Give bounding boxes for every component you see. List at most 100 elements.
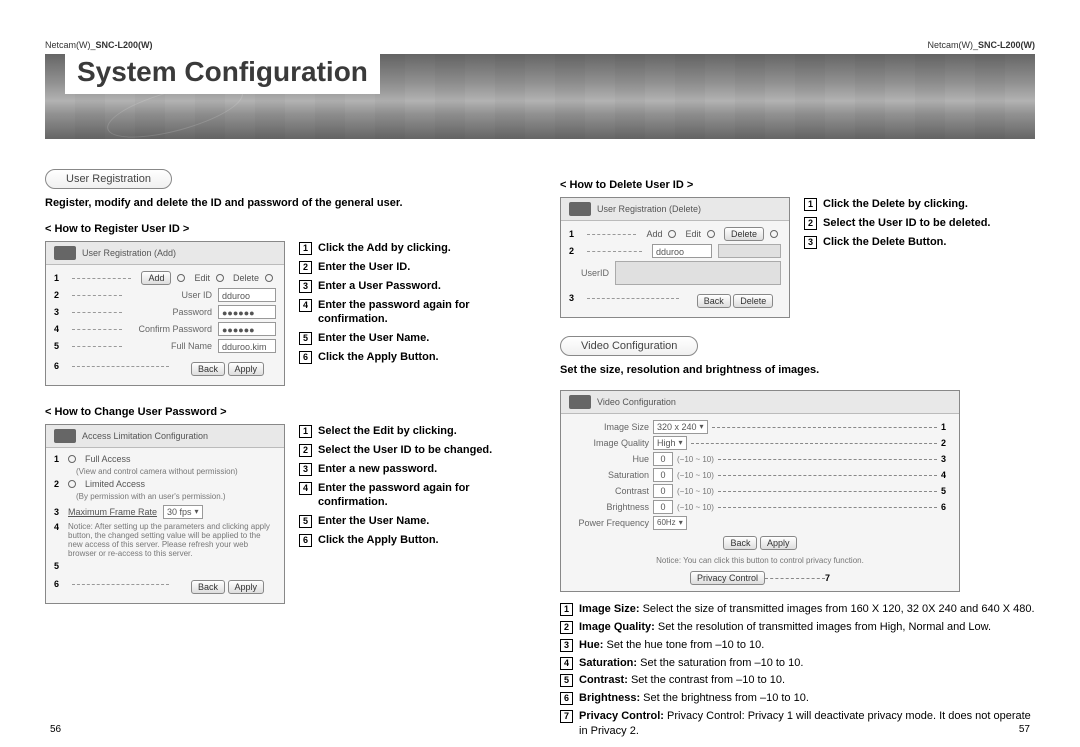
panel-title: Video Configuration	[597, 397, 676, 407]
running-header: Netcam(W)_SNC-L200(W) Netcam(W)_SNC-L200…	[45, 40, 1035, 50]
desc-number-icon: 1	[560, 603, 573, 616]
device-prefix-r: Netcam(W)_	[927, 40, 978, 50]
hint-hue: (−10 ~ 10)	[677, 455, 714, 464]
label-brightness: Brightness	[569, 502, 649, 512]
tab-add[interactable]: Add	[141, 271, 171, 285]
desc-item: 7Privacy Control: Privacy Control: Priva…	[560, 709, 1035, 739]
tab-delete[interactable]: Delete	[724, 227, 764, 241]
select-image-size[interactable]: 320 x 240	[653, 420, 708, 434]
desc-text: Image Quality: Set the resolution of tra…	[579, 620, 991, 635]
label-fullname: Full Name	[132, 341, 212, 351]
select-power-freq[interactable]: 60Hz	[653, 516, 687, 530]
step-item: 3 Enter a new password.	[299, 462, 520, 477]
privacy-control-button[interactable]: Privacy Control	[690, 571, 765, 585]
input-password[interactable]: ●●●●●●	[218, 305, 276, 319]
desc-lead: Image Quality:	[579, 621, 655, 633]
userid-area	[615, 261, 781, 285]
selected-userid[interactable]: dduroo	[652, 244, 712, 258]
desc-text: Saturation: Set the saturation from –10 …	[579, 656, 803, 671]
step-number-icon: 3	[804, 236, 817, 249]
heading-change-pw: < How to Change User Password >	[45, 406, 520, 418]
step-item: 3 Enter a User Password.	[299, 279, 520, 294]
step-text: Enter a User Password.	[318, 279, 441, 294]
opt-limited[interactable]: Limited Access	[85, 479, 145, 489]
select-image-quality[interactable]: High	[653, 436, 687, 450]
heading-register: < How to Register User ID >	[45, 223, 520, 235]
panel-access-limitation: Access Limitation Configuration 1Full Ac…	[45, 424, 285, 604]
tab-edit[interactable]: Edit	[685, 229, 701, 239]
step-text: Select the Edit by clicking.	[318, 424, 457, 439]
section-video-config: Video Configuration	[560, 336, 698, 356]
tab-edit[interactable]: Edit	[194, 273, 210, 283]
input-contrast[interactable]: 0	[653, 484, 673, 498]
back-button[interactable]: Back	[723, 536, 757, 550]
step-item: 4Enter the password again for confirmati…	[299, 481, 520, 511]
delete-button[interactable]: Delete	[733, 294, 773, 308]
apply-button[interactable]: Apply	[760, 536, 797, 550]
step-number-icon: 3	[299, 280, 312, 293]
step-number-icon: 6	[299, 351, 312, 364]
step-text: Enter the User Name.	[318, 514, 429, 529]
user-reg-intro: Register, modify and delete the ID and p…	[45, 197, 520, 209]
back-button[interactable]: Back	[191, 362, 225, 376]
radio-icon	[177, 274, 185, 282]
steps-change-pw: 1Select the Edit by clicking. 2 Select the…	[299, 424, 520, 552]
step-number-icon: 4	[299, 299, 312, 312]
step-item: 5Enter the User Name.	[299, 331, 520, 346]
steps-delete: 1Click the Delete by clicking.2Select th…	[804, 197, 1035, 254]
device-model-r: SNC-L200(W)	[978, 40, 1035, 50]
input-confirm-pw[interactable]: ●●●●●●	[218, 322, 276, 336]
left-column: User Registration Register, modify and d…	[45, 169, 520, 742]
step-number-icon: 5	[299, 515, 312, 528]
device-model: SNC-L200(W)	[96, 40, 153, 50]
back-button[interactable]: Back	[697, 294, 731, 308]
apply-button[interactable]: Apply	[228, 580, 265, 594]
camera-icon	[569, 202, 591, 216]
page-number-right: 57	[1019, 724, 1030, 735]
input-userid[interactable]: dduroo	[218, 288, 276, 302]
camera-icon	[54, 246, 76, 260]
panel-title: Access Limitation Configuration	[82, 431, 208, 441]
tab-delete[interactable]: Delete	[233, 273, 259, 283]
desc-lead: Saturation:	[579, 657, 637, 669]
label-hue: Hue	[569, 454, 649, 464]
select-framerate[interactable]: 30 fps	[163, 505, 203, 519]
panel-user-reg-delete: User Registration (Delete) 1 Add Edit De…	[560, 197, 790, 318]
step-text: Enter a new password.	[318, 462, 437, 477]
hint-bri: (−10 ~ 10)	[677, 503, 714, 512]
step-number-icon: 2	[299, 444, 312, 457]
tab-add[interactable]: Add	[646, 229, 662, 239]
desc-lead: Contrast:	[579, 674, 628, 686]
input-brightness[interactable]: 0	[653, 500, 673, 514]
input-sat[interactable]: 0	[653, 468, 673, 482]
desc-item: 6Brightness: Set the brightness from –10…	[560, 691, 1035, 706]
label-userid: User ID	[132, 290, 212, 300]
desc-item: 2 Image Quality: Set the resolution of tr…	[560, 620, 1035, 635]
delete-list[interactable]	[718, 244, 781, 258]
title-banner: System Configuration	[45, 54, 1035, 139]
desc-number-icon: 2	[560, 621, 573, 634]
page-number-left: 56	[50, 724, 61, 735]
step-number-icon: 2	[804, 217, 817, 230]
step-text: Select the User ID to be deleted.	[823, 216, 991, 231]
step-number-icon: 1	[299, 242, 312, 255]
opt-full-access[interactable]: Full Access	[85, 454, 131, 464]
back-button[interactable]: Back	[191, 580, 225, 594]
step-item: 4Enter the password again for confirmati…	[299, 298, 520, 328]
step-item: 1Select the Edit by clicking.	[299, 424, 520, 439]
label-password: Password	[132, 307, 212, 317]
step-text: Click the Add by clicking.	[318, 241, 451, 256]
label-image-size: Image Size	[569, 422, 649, 432]
desc-text: Image Size: Select the size of transmitt…	[579, 602, 1035, 617]
heading-delete: < How to Delete User ID >	[560, 179, 1035, 191]
desc-item: 3Hue: Set the hue tone from –10 to 10.	[560, 638, 1035, 653]
step-number-icon: 3	[299, 463, 312, 476]
input-fullname[interactable]: dduroo.kim	[218, 339, 276, 353]
apply-button[interactable]: Apply	[228, 362, 265, 376]
input-hue[interactable]: 0	[653, 452, 673, 466]
desc-number-icon: 7	[560, 710, 573, 723]
desc-lead: Image Size:	[579, 603, 640, 615]
desc-lead: Hue:	[579, 639, 603, 651]
manual-spread: Netcam(W)_SNC-L200(W) Netcam(W)_SNC-L200…	[0, 0, 1080, 747]
camera-icon	[569, 395, 591, 409]
